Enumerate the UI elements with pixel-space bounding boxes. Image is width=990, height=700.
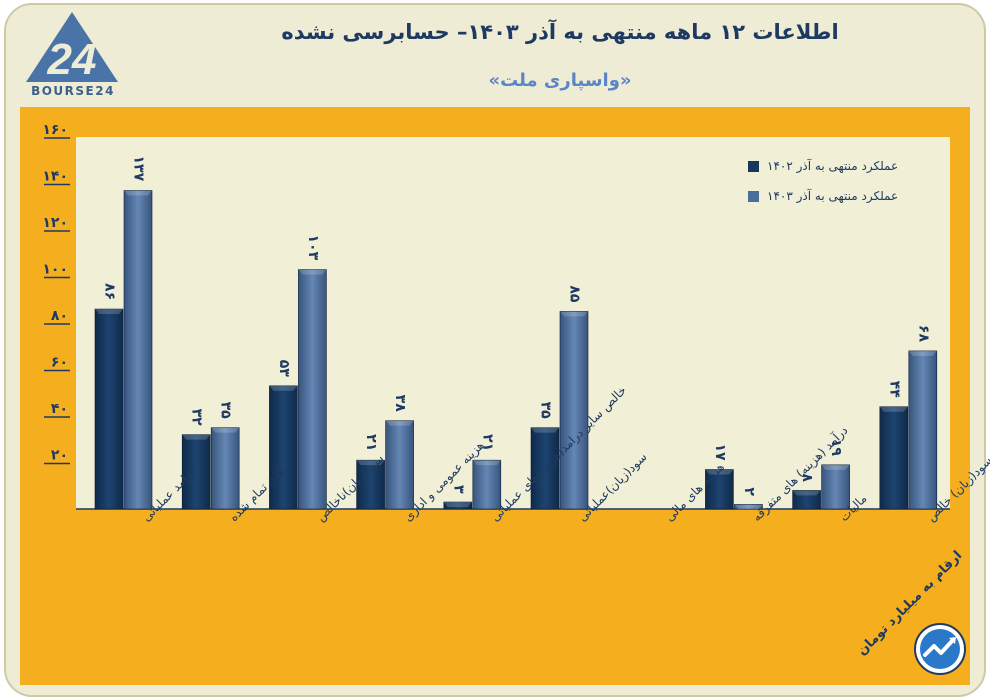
- bar-bevel: [211, 427, 240, 433]
- bar-1403-2: [298, 269, 327, 510]
- y-tick-label: ۱۶۰: [42, 122, 68, 138]
- data-label: ۳: [450, 485, 466, 494]
- bar-bevel: [269, 385, 298, 391]
- bar-bevel: [792, 490, 821, 496]
- bar-1403-1: [210, 427, 240, 510]
- bar-bevel: [182, 434, 211, 440]
- y-tick-label: ۴۰: [51, 401, 68, 417]
- y-tick-label: ۱۴۰: [42, 169, 68, 185]
- bar-1403-5: [559, 311, 589, 510]
- bar-1403-4: [472, 459, 502, 510]
- bar-bevel: [531, 427, 559, 433]
- page-subtitle: «واسپاری ملت»: [488, 70, 632, 91]
- bar-1403-0: [123, 190, 153, 510]
- bar-bevel: [385, 420, 414, 426]
- data-label: ۳۸: [392, 395, 408, 413]
- data-label: ۲۱: [479, 434, 495, 451]
- bar-bevel: [356, 460, 385, 466]
- bar-1403-7: [734, 504, 763, 510]
- bar-1403-3: [385, 420, 414, 510]
- data-label: ۲۱: [363, 434, 379, 451]
- data-label: ۲: [741, 487, 757, 496]
- legend-item-1402: عملکرد منتهی به آذر ۱۴۰۲: [748, 155, 938, 177]
- data-label: ۱۳۷: [131, 155, 147, 181]
- legend-swatch-1403: [748, 190, 759, 202]
- data-label: ۵۳: [276, 360, 292, 378]
- bar-bevel: [560, 311, 588, 317]
- bar-1402-7: [705, 469, 734, 510]
- bar-1402-1: [181, 434, 211, 510]
- data-label: ۶۸: [915, 325, 931, 343]
- y-tick-label: ۱۲۰: [42, 215, 68, 231]
- data-label: ۱۰۳: [305, 235, 321, 261]
- data-label: ۸۵: [567, 285, 583, 303]
- data-label: ۸۶: [102, 283, 118, 300]
- data-label: ۱۹: [828, 439, 844, 457]
- data-label: ۱۷: [712, 443, 728, 461]
- bar-1402-5: [530, 427, 560, 510]
- page-title: اطلاعات ۱۲ ماهه منتهی به آذر ۱۴۰۳– حسابر…: [281, 20, 839, 44]
- chart-legend: عملکرد منتهی به آذر ۱۴۰۲ عملکرد منتهی به…: [748, 155, 938, 215]
- data-label: ۳۵: [538, 402, 554, 420]
- y-tick-label: ۶۰: [51, 355, 68, 371]
- data-label: ۳۲: [189, 409, 205, 427]
- trend-badge-icon: [914, 623, 966, 675]
- bar-1403-8: [821, 464, 850, 510]
- legend-item-1403: عملکرد منتهی به آذر ۱۴۰۳: [748, 185, 938, 207]
- bar-bevel: [298, 269, 327, 275]
- bar-1402-0: [94, 308, 124, 510]
- bar-bevel: [734, 504, 763, 510]
- bar-bevel: [95, 309, 123, 315]
- bar-bevel: [705, 469, 734, 475]
- bar-1403-9: [908, 350, 938, 510]
- bar-bevel: [124, 190, 152, 196]
- bar-bevel: [821, 464, 850, 470]
- y-tick-label: ۲۰: [51, 448, 68, 464]
- data-label: ۳۵: [218, 402, 234, 420]
- legend-label-1403: عملکرد منتهی به آذر ۱۴۰۳: [767, 189, 899, 203]
- logo-text: BOURSE24: [31, 84, 115, 98]
- data-label: ۴۴: [886, 381, 902, 399]
- bar-bevel: [472, 460, 501, 466]
- bar-1402-4: [443, 501, 473, 510]
- bar-1402-8: [792, 490, 821, 510]
- bourse24-logo-icon: 24: [26, 12, 118, 84]
- y-tick-label: ۸۰: [51, 308, 68, 324]
- bar-1402-3: [356, 459, 385, 510]
- legend-swatch-1402: [748, 160, 759, 172]
- bar-bevel: [443, 502, 472, 508]
- legend-label-1402: عملکرد منتهی به آذر ۱۴۰۲: [767, 159, 899, 173]
- bar-bevel: [908, 350, 937, 356]
- bar-1402-2: [269, 385, 298, 510]
- bar-1402-9: [879, 406, 909, 510]
- data-label: ۸: [799, 473, 815, 482]
- svg-text:24: 24: [47, 35, 97, 84]
- y-tick-label: ۱۰۰: [42, 262, 68, 278]
- bar-bevel: [879, 406, 908, 412]
